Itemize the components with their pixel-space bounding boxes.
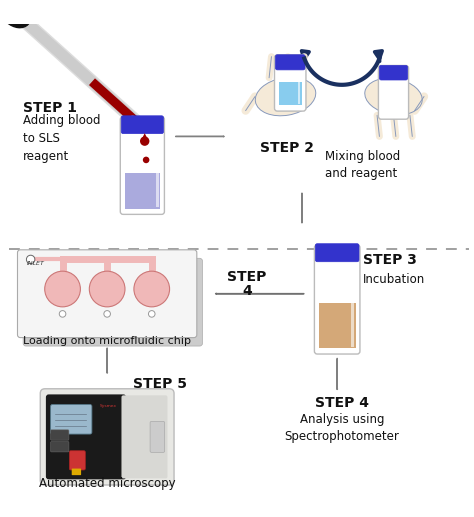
Text: STEP: STEP	[228, 270, 267, 284]
Bar	[125, 173, 160, 209]
FancyBboxPatch shape	[274, 55, 306, 111]
FancyBboxPatch shape	[120, 117, 164, 215]
Text: Incubation: Incubation	[363, 273, 425, 286]
FancyBboxPatch shape	[315, 244, 359, 262]
FancyBboxPatch shape	[379, 66, 408, 80]
Ellipse shape	[0, 0, 31, 28]
FancyBboxPatch shape	[46, 394, 126, 479]
Bar	[319, 303, 356, 348]
Bar	[156, 160, 159, 207]
FancyBboxPatch shape	[23, 258, 202, 346]
Text: STEP 1: STEP 1	[23, 101, 77, 115]
Text: Automated microscopy: Automated microscopy	[39, 477, 175, 490]
FancyBboxPatch shape	[72, 468, 81, 475]
Circle shape	[134, 271, 170, 307]
Text: Loading onto microfluidic chip: Loading onto microfluidic chip	[23, 336, 191, 346]
Ellipse shape	[255, 78, 316, 116]
Bar	[352, 294, 354, 346]
Circle shape	[89, 271, 125, 307]
Text: Adding blood
to SLS
reagent: Adding blood to SLS reagent	[23, 114, 100, 163]
Circle shape	[140, 136, 149, 146]
FancyBboxPatch shape	[121, 116, 164, 133]
Text: 4: 4	[242, 284, 252, 298]
FancyBboxPatch shape	[150, 421, 164, 452]
FancyBboxPatch shape	[51, 404, 92, 434]
Ellipse shape	[365, 78, 422, 115]
Text: Mixing blood
and reagent: Mixing blood and reagent	[326, 149, 401, 179]
Circle shape	[27, 255, 35, 264]
FancyBboxPatch shape	[51, 442, 69, 452]
FancyBboxPatch shape	[18, 250, 197, 338]
Circle shape	[45, 271, 81, 307]
FancyBboxPatch shape	[51, 430, 69, 440]
Circle shape	[143, 157, 149, 163]
Text: STEP 4: STEP 4	[315, 396, 369, 410]
FancyBboxPatch shape	[275, 55, 305, 70]
Circle shape	[59, 311, 66, 317]
FancyBboxPatch shape	[121, 396, 167, 478]
Bar	[279, 82, 302, 105]
Bar	[298, 78, 301, 103]
FancyBboxPatch shape	[40, 389, 174, 485]
Text: Analysis using
Spectrophotometer: Analysis using Spectrophotometer	[284, 414, 399, 444]
FancyBboxPatch shape	[378, 66, 409, 119]
FancyBboxPatch shape	[314, 245, 360, 354]
Polygon shape	[142, 133, 147, 139]
Text: STEP 2: STEP 2	[260, 141, 314, 155]
Text: INLET: INLET	[27, 261, 45, 266]
Text: Sysmex: Sysmex	[100, 404, 117, 408]
Text: STEP 5: STEP 5	[133, 377, 187, 391]
Circle shape	[148, 311, 155, 317]
FancyBboxPatch shape	[69, 451, 85, 470]
Circle shape	[104, 311, 110, 317]
Bar	[400, 87, 403, 112]
Text: STEP 3: STEP 3	[363, 253, 417, 267]
